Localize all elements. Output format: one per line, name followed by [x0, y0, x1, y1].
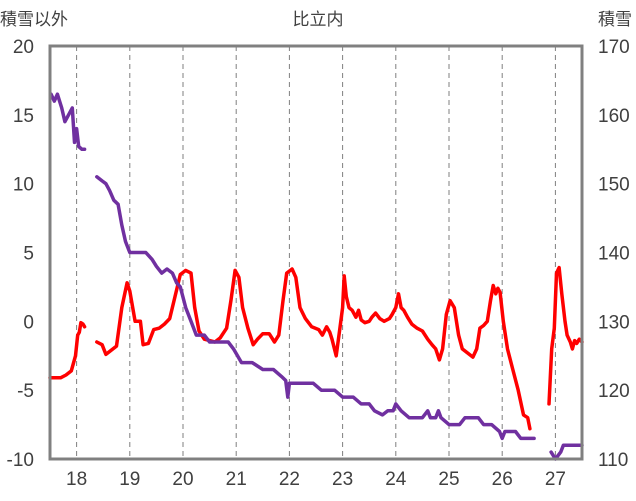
series-0-line-segment-0 [48, 320, 87, 380]
series-group [48, 92, 584, 461]
x-tick-label: 25 [438, 469, 459, 490]
left-y-tick-label: 5 [23, 244, 34, 265]
x-tick-labels: 18 19 20 21 22 23 24 25 26 27 [66, 469, 566, 490]
left-y-tick-label: -5 [17, 381, 34, 402]
x-tick-label: 23 [332, 469, 353, 490]
right-y-tick-label: 110 [598, 450, 628, 471]
x-tick-label: 18 [66, 469, 87, 490]
x-tick-label: 24 [385, 469, 407, 490]
series-0-line-segment-2 [547, 265, 584, 406]
right-y-tick-label: 130 [598, 312, 630, 333]
x-tick-label: 20 [172, 469, 193, 490]
right-y-tick-label: 160 [598, 106, 630, 127]
chart-title: 比立内 [293, 10, 344, 30]
x-tick-label: 27 [545, 469, 566, 490]
left-y-tick-label: 0 [23, 312, 34, 333]
x-tick-label: 26 [492, 469, 513, 490]
left-y-tick-label: -10 [7, 450, 34, 471]
x-tick-label: 21 [226, 469, 247, 490]
x-tick-label: 19 [119, 469, 140, 490]
right-y-tick-label: 140 [598, 244, 630, 265]
right-y-tick-label: 170 [598, 37, 630, 58]
left-y-tick-label: 15 [13, 106, 34, 127]
left-y-tick-labels: 20 15 10 5 0 -5 -10 [7, 37, 34, 471]
vertical-gridlines [76, 46, 556, 459]
series-0-line-segment-1 [95, 267, 532, 431]
right-axis-label: 積雪 [598, 10, 632, 30]
left-axis-label: 積雪以外 [0, 10, 68, 30]
right-y-tick-label: 150 [598, 175, 630, 196]
right-y-tick-label: 120 [598, 381, 630, 402]
plot-frame [48, 44, 584, 461]
left-y-tick-label: 10 [13, 175, 34, 196]
series-1-line-segment-0 [49, 92, 87, 152]
left-y-tick-label: 20 [13, 37, 34, 58]
x-tick-label: 22 [279, 469, 300, 490]
right-y-tick-labels: 170 160 150 140 130 120 110 [598, 37, 630, 471]
series-1-line-segment-1 [95, 175, 536, 441]
